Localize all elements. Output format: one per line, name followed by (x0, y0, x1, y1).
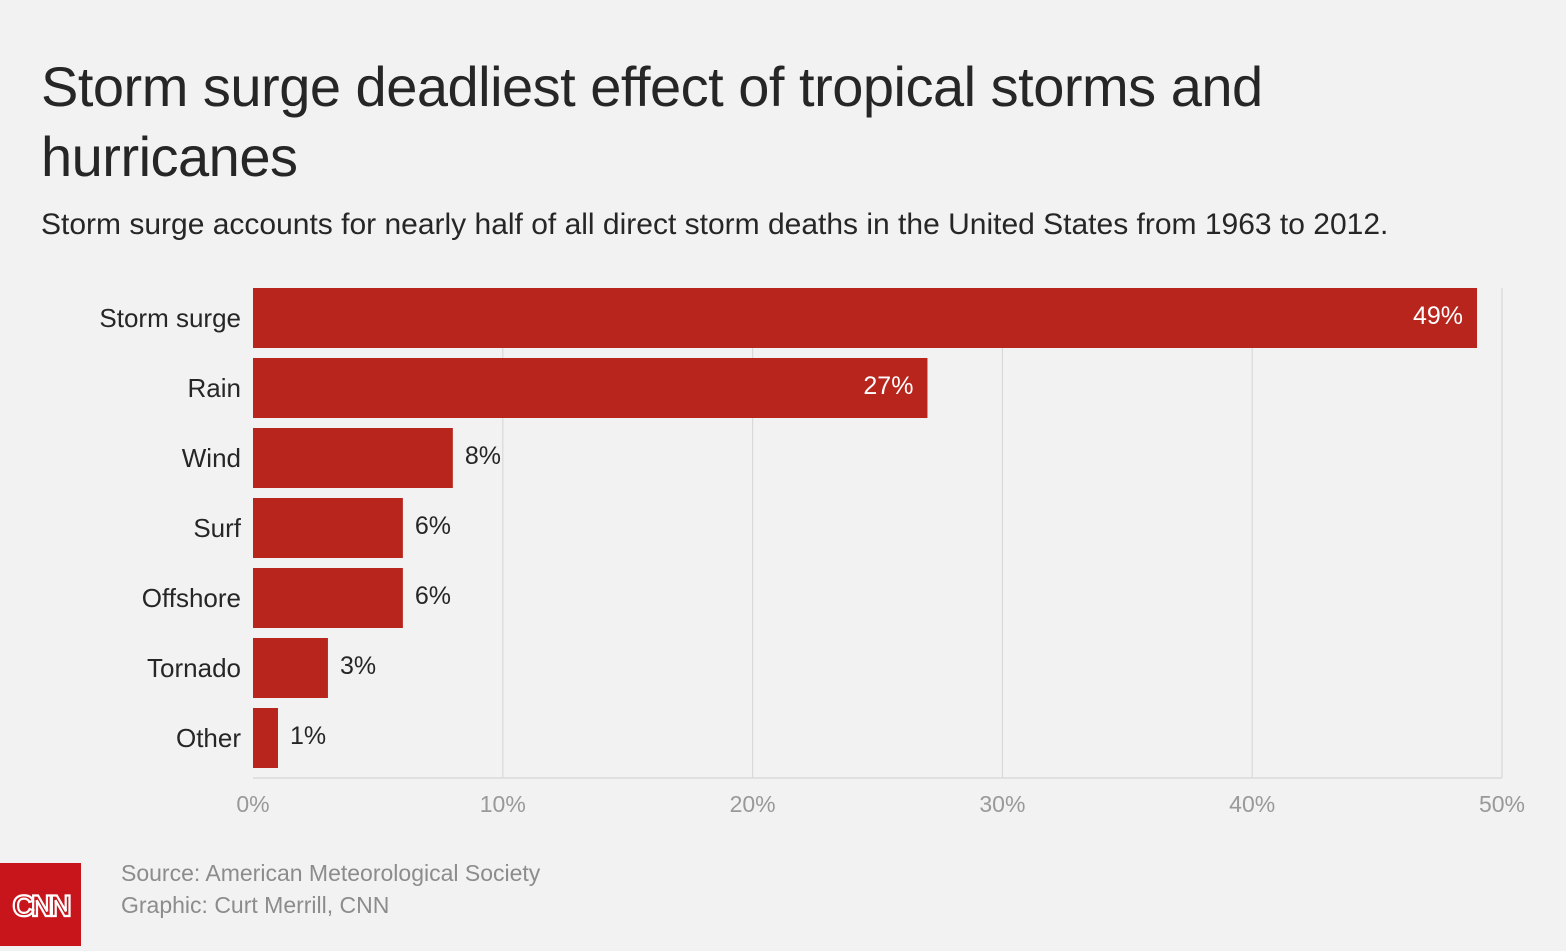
x-tick-label: 40% (1229, 791, 1275, 817)
bar (253, 288, 1478, 348)
bar (253, 638, 328, 698)
cnn-logo: CNN (0, 863, 81, 946)
x-tick-label: 10% (480, 791, 526, 817)
bar (253, 708, 278, 768)
bar (253, 498, 403, 558)
category-label: Wind (182, 443, 241, 473)
cnn-logo-text: CNN (13, 890, 70, 923)
category-label: Offshore (142, 583, 241, 613)
data-label: 6% (415, 582, 451, 610)
graphic-credit: Graphic: Curt Merrill, CNN (121, 892, 390, 918)
data-label: 27% (863, 372, 913, 400)
footer: Source: American Meteorological Society … (121, 857, 540, 921)
category-label: Storm surge (99, 303, 241, 333)
cnn-logo-mark: CNN (11, 889, 74, 924)
x-tick-label: 0% (236, 791, 269, 817)
data-label: 8% (465, 442, 501, 470)
chart-title: Storm surge deadliest effect of tropical… (41, 55, 1263, 188)
data-label: 3% (340, 652, 376, 680)
category-label: Rain (188, 373, 241, 403)
bar (253, 428, 453, 488)
bar (253, 358, 928, 418)
category-label: Surf (193, 513, 241, 543)
x-tick-label: 50% (1479, 791, 1525, 817)
category-label: Tornado (147, 653, 241, 683)
data-label: 6% (415, 512, 451, 540)
data-label: 49% (1413, 302, 1463, 330)
chart-subtitle: Storm surge accounts for nearly half of … (41, 208, 1389, 241)
data-label: 1% (290, 722, 326, 750)
source-note: Source: American Meteorological Society (121, 860, 541, 886)
category-label: Other (176, 723, 241, 753)
bar-chart: 0% 10% 20% 30% 40% 50% Storm surge 49% Rain 27% Wi… (99, 288, 1525, 817)
bar (253, 568, 403, 628)
x-tick-label: 20% (730, 791, 776, 817)
x-tick-label: 30% (979, 791, 1025, 817)
